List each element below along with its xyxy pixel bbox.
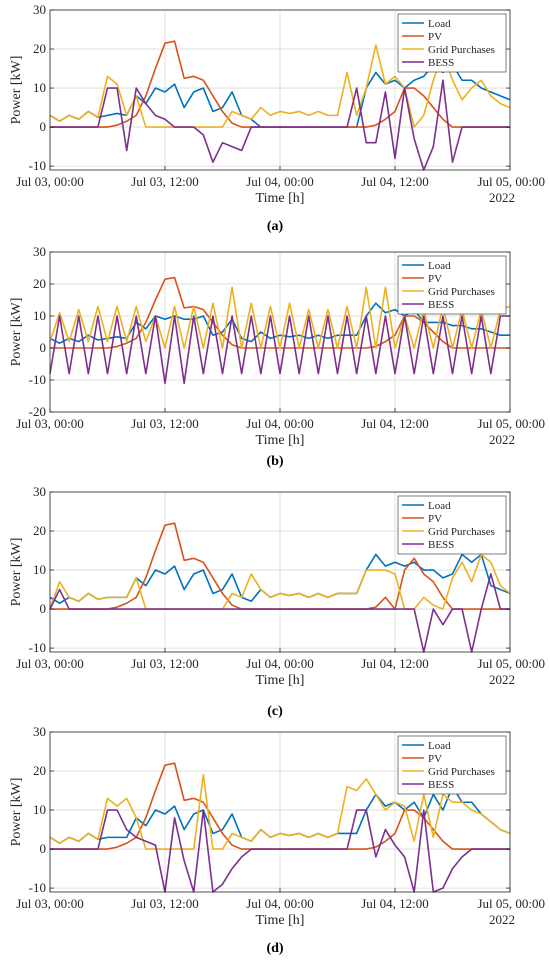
x-tick-label: Jul 04, 00:00 xyxy=(246,656,314,671)
x-tick-label: Jul 04, 00:00 xyxy=(246,896,314,911)
series-line-bess xyxy=(50,79,510,171)
y-tick-label: -10 xyxy=(29,640,46,655)
legend-label: Load xyxy=(428,260,451,272)
series-line-grid-purchases xyxy=(49,553,511,610)
x-tick-label: Jul 05, 00:00 xyxy=(477,656,545,671)
y-tick-label: -10 xyxy=(29,158,46,173)
y-tick-label: 20 xyxy=(33,41,46,56)
y-tick-label: 0 xyxy=(40,119,47,134)
x-tick-label: Jul 03, 12:00 xyxy=(131,416,199,431)
y-tick-label: 30 xyxy=(33,724,46,739)
legend-label: Load xyxy=(428,740,451,752)
series-line-bess xyxy=(49,573,510,653)
legend-label: PV xyxy=(428,753,442,765)
x-tick-label: Jul 04, 12:00 xyxy=(361,174,429,189)
x-tick-label: Jul 03, 00:00 xyxy=(16,416,84,431)
y-tick-label: -10 xyxy=(29,372,46,387)
y-axis-label: Power [kW] xyxy=(9,56,24,125)
x-tick-label: Jul 04, 12:00 xyxy=(361,416,429,431)
series-line-load xyxy=(49,302,510,345)
panel-caption: (c) xyxy=(267,704,283,719)
panel-caption: (d) xyxy=(266,941,283,956)
x-tick-label: Jul 05, 00:00 xyxy=(477,174,545,189)
y-tick-label: 0 xyxy=(40,340,47,355)
legend-label: Load xyxy=(428,18,451,30)
y-tick-label: 10 xyxy=(33,80,46,95)
x-tick-label: Jul 05, 00:00 xyxy=(477,416,545,431)
x-axis-label: Time [h] xyxy=(256,673,305,688)
y-tick-label: 10 xyxy=(33,562,46,577)
chart-panel-c: -10 0 10 20 30 Jul 03, 00:00 Jul 03, 12:00 Jul … xyxy=(9,484,545,719)
legend-label: Grid Purchases xyxy=(428,526,495,538)
y-tick-label: 0 xyxy=(40,841,47,856)
x-year-label: 2022 xyxy=(489,190,515,205)
legend-label: Grid Purchases xyxy=(428,766,495,778)
y-axis-label: Power [kW] xyxy=(9,538,24,607)
x-tick-label: Jul 03, 00:00 xyxy=(16,896,84,911)
x-axis-label: Time [h] xyxy=(256,433,305,448)
x-tick-label: Jul 03, 12:00 xyxy=(131,896,199,911)
x-tick-label: Jul 03, 00:00 xyxy=(16,174,84,189)
panel-caption: (a) xyxy=(267,219,284,234)
legend-label: Grid Purchases xyxy=(428,44,495,56)
x-tick-label: Jul 04, 12:00 xyxy=(361,656,429,671)
chart-panel-d: -10 0 10 20 30 Jul 03, 00:00 Jul 03, 12:00 Jul … xyxy=(9,724,545,956)
y-tick-label: 30 xyxy=(33,2,46,17)
y-tick-label: 0 xyxy=(40,601,47,616)
x-tick-label: Jul 03, 12:00 xyxy=(131,174,199,189)
y-axis-label: Power [kW] xyxy=(9,778,24,847)
x-tick-label: Jul 04, 00:00 xyxy=(246,174,314,189)
y-tick-label: 10 xyxy=(33,308,46,323)
y-tick-label: 20 xyxy=(33,523,46,538)
x-axis-label: Time [h] xyxy=(256,913,305,928)
x-year-label: 2022 xyxy=(489,432,515,447)
legend-label: BESS xyxy=(428,779,454,791)
y-tick-label: -20 xyxy=(29,404,46,419)
y-axis-label: Power [kW] xyxy=(9,298,24,367)
series-line-grid-purchases xyxy=(49,774,511,850)
y-tick-label: 30 xyxy=(33,244,46,259)
x-axis-label: Time [h] xyxy=(256,191,305,206)
legend-label: Grid Purchases xyxy=(428,286,495,298)
y-tick-label: 30 xyxy=(33,484,46,499)
x-year-label: 2022 xyxy=(489,912,515,927)
chart-panel-b: -20 -10 0 10 20 30 Jul 03, 00:00 Jul 03, 12:00 J… xyxy=(9,244,545,469)
x-year-label: 2022 xyxy=(489,672,515,687)
chart-panel-a: -10 0 10 20 30 Jul 03, 00:00 Jul 03, 12:00 Jul … xyxy=(9,2,545,234)
y-tick-label: -10 xyxy=(29,880,46,895)
y-tick-label: 20 xyxy=(33,276,46,291)
legend-label: BESS xyxy=(428,539,454,551)
series-line-grid-purchases xyxy=(49,44,511,128)
x-tick-label: Jul 05, 00:00 xyxy=(477,896,545,911)
legend-label: BESS xyxy=(428,299,454,311)
legend-label: PV xyxy=(428,513,442,525)
y-tick-label: 20 xyxy=(33,763,46,778)
x-tick-label: Jul 03, 12:00 xyxy=(131,656,199,671)
x-tick-label: Jul 04, 00:00 xyxy=(246,416,314,431)
x-tick-label: Jul 03, 00:00 xyxy=(16,656,84,671)
x-tick-label: Jul 04, 12:00 xyxy=(361,896,429,911)
legend-label: Load xyxy=(428,500,451,512)
series-line-bess xyxy=(49,315,510,385)
y-tick-label: 10 xyxy=(33,802,46,817)
panel-caption: (b) xyxy=(266,454,283,469)
legend-label: PV xyxy=(428,31,442,43)
legend-label: PV xyxy=(428,273,442,285)
series-line-grid-purchases xyxy=(49,286,511,349)
legend-label: BESS xyxy=(428,57,454,69)
